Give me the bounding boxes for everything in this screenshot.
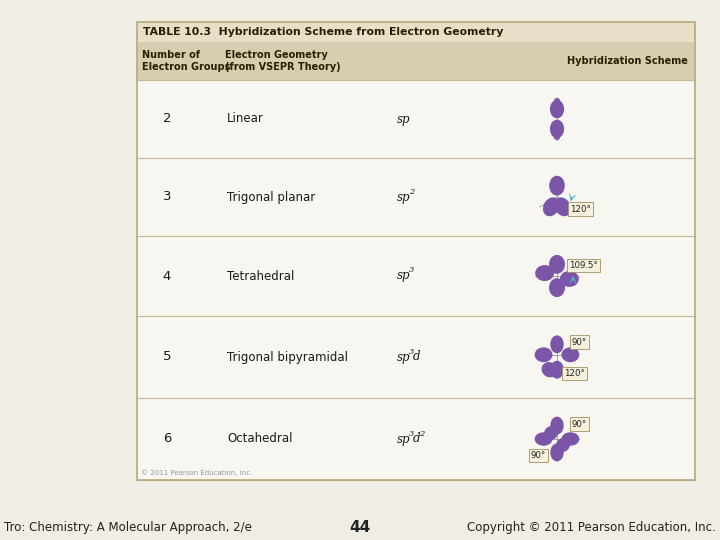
Text: 3: 3: [163, 191, 171, 204]
Text: 4: 4: [163, 269, 171, 282]
Bar: [137, 22, 695, 480]
Ellipse shape: [535, 347, 552, 362]
Text: Octahedral: Octahedral: [227, 433, 292, 446]
Ellipse shape: [556, 438, 570, 452]
Ellipse shape: [535, 433, 552, 446]
Text: 2: 2: [418, 429, 424, 437]
Ellipse shape: [554, 198, 571, 216]
Text: 6: 6: [163, 433, 171, 446]
Text: 5: 5: [163, 350, 171, 363]
Text: Trigonal planar: Trigonal planar: [227, 191, 315, 204]
Text: sp: sp: [397, 112, 410, 125]
Text: Copyright © 2011 Pearson Education, Inc.: Copyright © 2011 Pearson Education, Inc.: [467, 522, 716, 535]
Text: Number of
Electron Groups: Number of Electron Groups: [142, 50, 230, 72]
Text: d: d: [413, 433, 420, 446]
Text: Electron Geometry
(from VSEPR Theory): Electron Geometry (from VSEPR Theory): [225, 50, 341, 72]
Text: sp: sp: [397, 191, 410, 204]
Text: 2: 2: [163, 112, 171, 125]
Text: 2: 2: [409, 187, 414, 195]
Ellipse shape: [550, 361, 564, 379]
Text: 90°: 90°: [572, 420, 587, 429]
Text: 120°: 120°: [564, 369, 585, 378]
Text: Trigonal bipyramidal: Trigonal bipyramidal: [227, 350, 348, 363]
Bar: [137, 22, 695, 480]
Text: sp: sp: [397, 350, 410, 363]
Bar: [137, 42, 695, 80]
Text: Linear: Linear: [227, 112, 264, 125]
Ellipse shape: [543, 198, 559, 216]
Ellipse shape: [549, 176, 564, 195]
Text: TABLE 10.3  Hybridization Scheme from Electron Geometry: TABLE 10.3 Hybridization Scheme from Ele…: [143, 27, 503, 37]
Ellipse shape: [535, 265, 554, 281]
Text: © 2011 Pearson Education, Inc.: © 2011 Pearson Education, Inc.: [141, 469, 253, 476]
Text: 90°: 90°: [531, 451, 546, 460]
Text: Tro: Chemistry: A Molecular Approach, 2/e: Tro: Chemistry: A Molecular Approach, 2/…: [4, 522, 252, 535]
Ellipse shape: [541, 362, 557, 377]
Ellipse shape: [550, 443, 564, 461]
Text: Hybridization Scheme: Hybridization Scheme: [567, 56, 688, 66]
Ellipse shape: [562, 347, 580, 362]
Text: 3: 3: [409, 348, 414, 355]
Ellipse shape: [554, 98, 560, 105]
Ellipse shape: [550, 120, 564, 138]
Text: sp: sp: [397, 433, 410, 446]
Ellipse shape: [549, 255, 565, 274]
Bar: [137, 22, 695, 42]
Ellipse shape: [560, 271, 579, 287]
Text: 3: 3: [409, 429, 414, 437]
Text: d: d: [413, 350, 420, 363]
Text: 44: 44: [349, 521, 371, 536]
Text: Tetrahedral: Tetrahedral: [227, 269, 294, 282]
Text: 3: 3: [409, 267, 414, 274]
Ellipse shape: [562, 433, 580, 446]
Text: 90°: 90°: [572, 338, 587, 347]
Text: 120°: 120°: [570, 205, 590, 213]
Text: 109.5°: 109.5°: [570, 261, 598, 271]
Ellipse shape: [550, 417, 564, 435]
Text: sp: sp: [397, 269, 410, 282]
Ellipse shape: [544, 426, 558, 440]
Ellipse shape: [554, 133, 560, 140]
Ellipse shape: [550, 335, 564, 353]
Ellipse shape: [550, 100, 564, 118]
Ellipse shape: [549, 278, 565, 297]
